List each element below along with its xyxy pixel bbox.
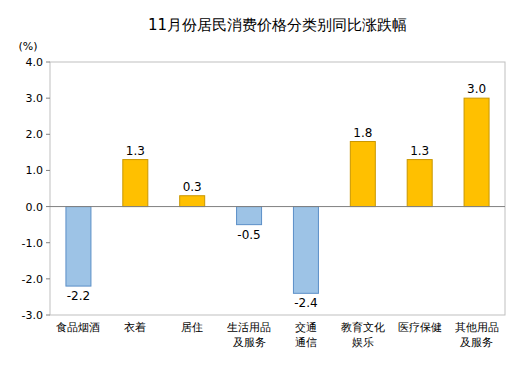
data-label: 1.3 <box>126 144 145 158</box>
y-tick <box>46 242 50 243</box>
bar <box>464 98 489 206</box>
y-tick-label: 0.0 <box>26 201 44 214</box>
data-label: 1.8 <box>353 126 372 140</box>
x-tick-label: 居住 <box>181 321 203 334</box>
x-tick-label-line: 娱乐 <box>352 336 374 349</box>
x-tick-label-line: 教育文化 <box>341 321 385 334</box>
x-tick-label: 衣着 <box>124 321 146 334</box>
zero-line <box>50 206 505 207</box>
y-tick <box>46 98 50 99</box>
data-label: 0.3 <box>183 180 202 194</box>
bar <box>237 207 262 225</box>
y-axis-label: (%) <box>18 40 37 53</box>
x-tick-label: 生活用品及服务 <box>227 321 271 349</box>
x-tick-label: 交通通信 <box>295 321 317 349</box>
y-tick-label: -3.0 <box>22 309 43 322</box>
bar <box>123 160 148 207</box>
y-tick-label: -1.0 <box>22 237 43 250</box>
x-tick-label-line: 其他用品 <box>455 321 499 334</box>
x-tick-label-line: 医疗保健 <box>398 321 442 334</box>
title: 11月份居民消费价格分类别同比涨跌幅 <box>148 16 407 34</box>
bar <box>350 142 375 207</box>
x-tick-label: 医疗保健 <box>398 321 442 334</box>
x-tick-label: 其他用品及服务 <box>455 321 499 349</box>
x-tick-label-line: 生活用品 <box>227 321 271 334</box>
y-tick-label: -2.0 <box>22 273 43 286</box>
y-tick-label: 1.0 <box>26 164 44 177</box>
bar <box>407 160 432 207</box>
y-tick-label: 2.0 <box>26 128 44 141</box>
y-tick <box>46 134 50 135</box>
data-label: -2.2 <box>67 289 90 303</box>
y-tick <box>46 170 50 171</box>
x-tick-label-line: 居住 <box>181 321 203 334</box>
bar <box>66 207 91 287</box>
plot-frame <box>50 62 505 315</box>
chart: 11月份居民消费价格分类别同比涨跌幅 (%) -3.0 -2.0 -1.0 0.0 1.0 2… <box>0 0 529 379</box>
data-label: 3.0 <box>467 82 486 96</box>
x-tick-label-line: 交通 <box>295 321 317 334</box>
x-tick-label-line: 及服务 <box>233 336 266 349</box>
y-tick-label: 4.0 <box>26 56 44 69</box>
bars <box>66 98 489 293</box>
y-tick-label: 3.0 <box>26 92 44 105</box>
y-tick <box>46 206 50 207</box>
x-tick-label: 食品烟酒 <box>56 321 100 334</box>
y-tick <box>46 315 50 316</box>
x-tick-label-line: 通信 <box>295 336 317 349</box>
x-tick-label-line: 食品烟酒 <box>56 321 100 334</box>
data-label: 1.3 <box>410 144 429 158</box>
y-tick <box>46 62 50 63</box>
x-tick-label: 教育文化娱乐 <box>341 321 385 349</box>
bar <box>293 207 318 294</box>
x-tick-label-line: 及服务 <box>460 336 493 349</box>
data-label: -2.4 <box>294 296 317 310</box>
x-tick-label-line: 衣着 <box>124 321 146 334</box>
y-tick <box>46 278 50 279</box>
data-label: -0.5 <box>237 228 260 242</box>
bar <box>180 196 205 207</box>
